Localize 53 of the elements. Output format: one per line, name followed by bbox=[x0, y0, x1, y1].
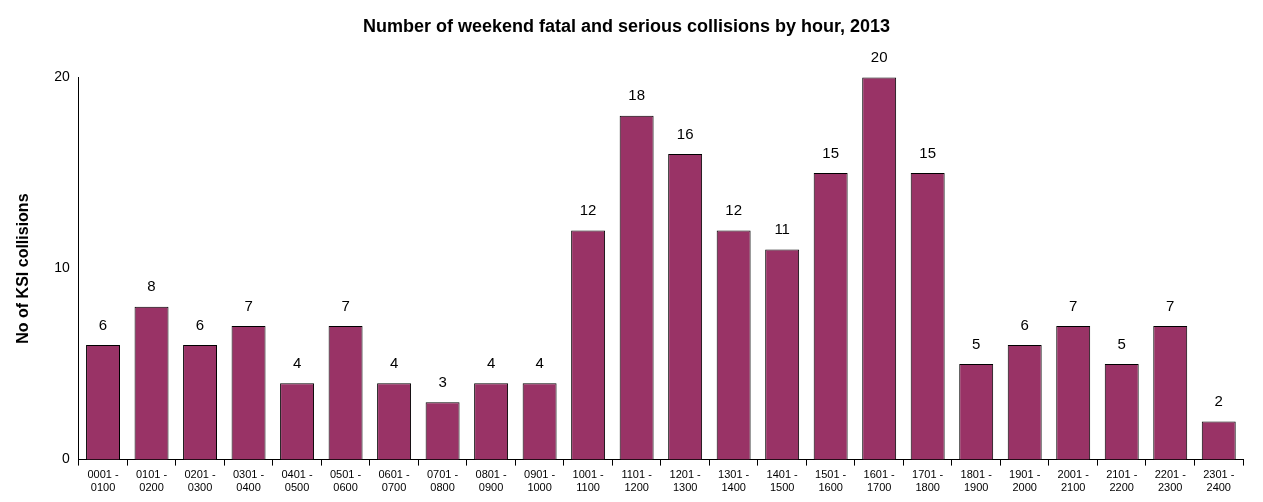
data-label: 7 bbox=[244, 296, 253, 314]
x-tick-label: 2001 - 2100 bbox=[1057, 468, 1090, 494]
x-tick-label: 1301 - 1400 bbox=[718, 468, 750, 494]
x-tick-label: 0701 - 0800 bbox=[426, 468, 459, 494]
x-tick-label: 1801 - 1900 bbox=[960, 468, 993, 494]
data-label: 4 bbox=[535, 353, 544, 371]
data-label: 7 bbox=[341, 296, 350, 314]
x-tick-label: 2301 - 2400 bbox=[1203, 468, 1235, 494]
x-tick-label: 1501 - 1600 bbox=[815, 468, 847, 494]
data-label: 20 bbox=[870, 48, 888, 66]
data-label: 12 bbox=[579, 201, 597, 219]
x-tick-label: 2101 - 2200 bbox=[1106, 468, 1138, 494]
x-tick-label: 0601 - 0700 bbox=[378, 468, 411, 494]
data-label: 4 bbox=[389, 353, 399, 371]
x-tick-label: 1401 - 1500 bbox=[766, 468, 799, 494]
x-tick-label: 1101 - 1200 bbox=[621, 468, 653, 494]
data-label: 2 bbox=[1214, 392, 1223, 410]
data-label: 4 bbox=[486, 353, 496, 371]
y-tick-label: 20 bbox=[54, 68, 70, 85]
x-tick-label: 1001 - 1100 bbox=[572, 468, 605, 494]
data-label: 5 bbox=[972, 334, 981, 352]
data-label: 3 bbox=[438, 372, 447, 390]
x-tick-label: 0101 - 0200 bbox=[135, 468, 168, 494]
x-tick-label: 1701 - 1800 bbox=[912, 468, 944, 494]
data-label: 15 bbox=[919, 143, 937, 161]
x-tick-label: 0801 - 0900 bbox=[475, 468, 508, 494]
x-tick-label: 0301 - 0400 bbox=[232, 468, 265, 494]
x-tick-label: 0001 - 0100 bbox=[87, 468, 119, 494]
data-label: 7 bbox=[1069, 296, 1078, 314]
x-tick-label: 0501 - 0600 bbox=[329, 468, 362, 494]
data-label: 7 bbox=[1166, 296, 1175, 314]
x-tick-label: 1901 - 2000 bbox=[1009, 468, 1041, 494]
data-label: 15 bbox=[822, 143, 840, 161]
data-label: 6 bbox=[1020, 315, 1029, 333]
x-tick-label: 1201 - 1300 bbox=[669, 468, 702, 494]
data-label: 11 bbox=[774, 220, 790, 238]
data-label: 12 bbox=[725, 201, 742, 219]
y-tick-label: 10 bbox=[54, 259, 70, 276]
chart-title: Number of weekend fatal and serious collisions by hour, 2013 bbox=[362, 15, 891, 36]
y-axis-title: No of KSI collisions bbox=[14, 193, 32, 344]
data-label: 6 bbox=[98, 315, 108, 333]
x-tick-label: 0401 - 0500 bbox=[281, 468, 313, 494]
data-label: 18 bbox=[628, 86, 645, 104]
y-tick-label: 0 bbox=[61, 450, 70, 467]
data-label: 8 bbox=[147, 277, 156, 295]
data-label: 5 bbox=[1117, 334, 1126, 352]
data-label: 4 bbox=[292, 353, 302, 371]
x-tick-label: 2201 - 2300 bbox=[1154, 468, 1187, 494]
data-label: 16 bbox=[676, 124, 694, 142]
x-tick-label: 0201 - 0300 bbox=[184, 468, 216, 494]
x-tick-label: 0901 - 1000 bbox=[524, 468, 556, 494]
x-tick-label: 1601 - 1700 bbox=[863, 468, 896, 494]
data-label: 6 bbox=[195, 315, 205, 333]
